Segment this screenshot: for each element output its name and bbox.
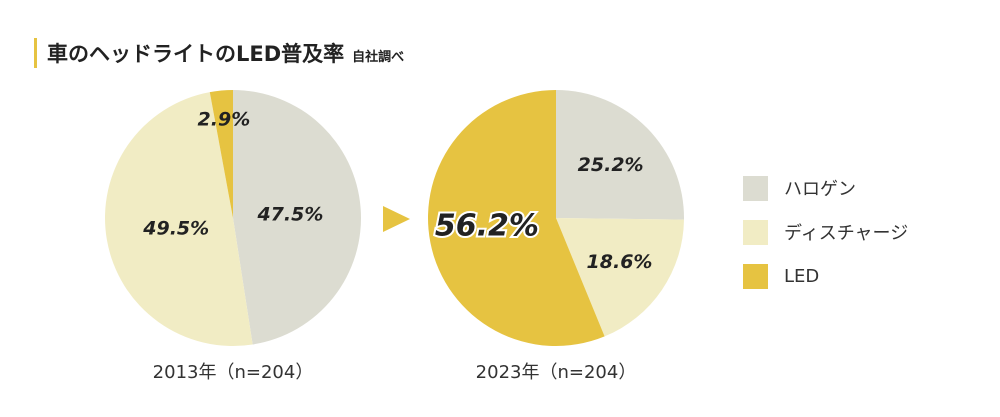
legend-label: ディスチャージ xyxy=(784,223,909,244)
legend-label: LED xyxy=(784,265,820,287)
arrow-icon xyxy=(383,206,410,232)
legend-swatch xyxy=(743,219,768,245)
data-label-discharge: 18.6% xyxy=(587,251,653,273)
legend: ハロゲン ディスチャージ LED xyxy=(743,166,908,298)
legend-item-halogen: ハロゲン xyxy=(743,166,908,210)
data-label-led: 2.9% xyxy=(198,109,251,131)
chart-title: 車のヘッドライトのLED普及率 自社調べ xyxy=(34,38,404,68)
pie-caption-2013: 2013年（n=204） xyxy=(152,362,314,383)
pie-slice-discharge xyxy=(104,92,253,346)
pie-slice-led xyxy=(427,90,605,346)
legend-swatch xyxy=(743,263,768,289)
data-label-halogen: 47.5% xyxy=(256,204,323,226)
pie-slice-discharge xyxy=(556,218,684,337)
data-label-discharge: 49.5% xyxy=(142,218,209,240)
legend-swatch xyxy=(743,175,768,201)
data-label-halogen: 25.2% xyxy=(578,154,644,176)
legend-item-discharge: ディスチャージ xyxy=(743,210,908,254)
data-label-led: 56.2% xyxy=(435,209,539,244)
title-source: 自社調べ xyxy=(352,49,405,65)
pie-slice-halogen xyxy=(556,90,684,220)
pie-slice-led xyxy=(209,90,233,218)
legend-item-led: LED xyxy=(743,254,908,298)
legend-label: ハロゲン xyxy=(784,179,856,200)
pie-caption-2023: 2023年（n=204） xyxy=(475,362,637,383)
title-main: 車のヘッドライトのLED普及率 xyxy=(47,42,345,66)
pie-slice-halogen xyxy=(233,90,361,345)
